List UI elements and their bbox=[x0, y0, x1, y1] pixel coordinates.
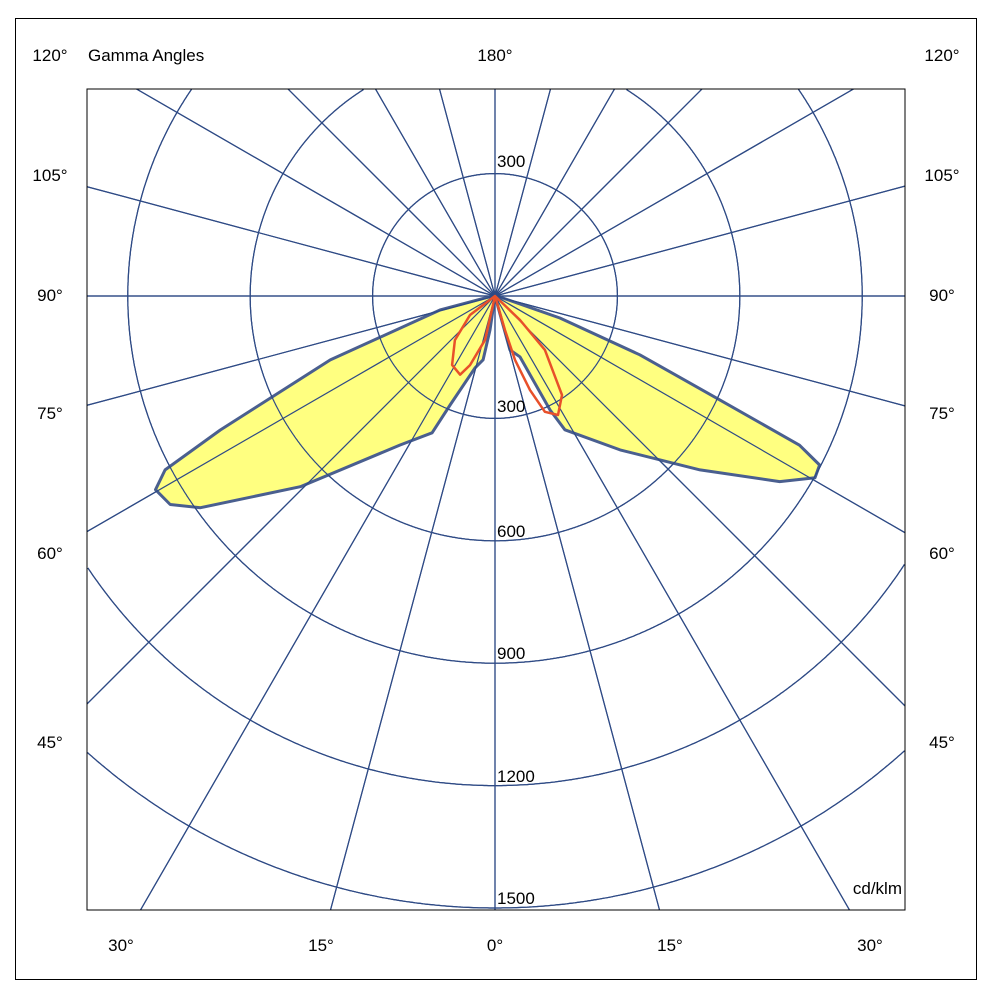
grid-radial-line bbox=[494, 89, 552, 297]
grid-radial-line bbox=[494, 295, 905, 707]
grid-radial-line bbox=[87, 186, 496, 297]
grid-radial-line bbox=[87, 295, 496, 406]
angle-label: 105° bbox=[32, 166, 67, 185]
grid-radial-line bbox=[438, 89, 496, 297]
grid-radial-line bbox=[87, 295, 496, 533]
angle-label: 120° bbox=[32, 46, 67, 65]
bottom-angle-labels: 30° 15° 0° 15° 30° bbox=[108, 936, 883, 955]
angle-label: 45° bbox=[37, 733, 63, 752]
grid-radial-line bbox=[329, 295, 496, 910]
grid-radial-line bbox=[494, 89, 703, 297]
radial-tick-label: 600 bbox=[497, 522, 525, 541]
unit-label: cd/klm bbox=[853, 879, 902, 898]
grid-circle bbox=[87, 564, 905, 787]
curves bbox=[87, 89, 905, 910]
angle-label: 30° bbox=[108, 936, 134, 955]
grid-circle bbox=[249, 89, 741, 542]
grid-radial-line bbox=[494, 89, 616, 297]
angle-label: 45° bbox=[929, 733, 955, 752]
angle-label: 90° bbox=[929, 286, 955, 305]
radial-tick-label: 900 bbox=[497, 644, 525, 663]
outer-frame bbox=[15, 18, 977, 980]
angle-label: 30° bbox=[857, 936, 883, 955]
grid-overlay bbox=[87, 89, 905, 910]
angle-label: 90° bbox=[37, 286, 63, 305]
grid-radial-line bbox=[494, 185, 905, 297]
grid-circle bbox=[127, 89, 863, 664]
angle-label: 60° bbox=[37, 544, 63, 563]
chart-title: Gamma Angles bbox=[88, 46, 204, 65]
grid-radial-line bbox=[494, 89, 854, 297]
angle-label: 75° bbox=[37, 404, 63, 423]
intensity-curve-c90-c270 bbox=[450, 294, 564, 417]
grid-radial-line bbox=[494, 295, 905, 534]
angle-label: 105° bbox=[924, 166, 959, 185]
radial-tick-label: 1500 bbox=[497, 889, 535, 908]
left-angle-labels: 120° 105° 90° 75° 60° 45° bbox=[32, 46, 67, 752]
radial-tick-label: 300 bbox=[497, 152, 525, 171]
grid-radial-line bbox=[494, 295, 851, 910]
grid-radial-line bbox=[287, 89, 496, 297]
grid-radial-line bbox=[374, 89, 496, 297]
grid-radial-line bbox=[139, 295, 496, 910]
grid-radial-line bbox=[136, 89, 496, 297]
grid-radial-line bbox=[87, 295, 496, 705]
right-angle-labels: 120° 105° 90° 75° 60° 45° bbox=[924, 46, 959, 752]
top-angle-label: 180° bbox=[477, 46, 512, 65]
grid-radial-line bbox=[494, 295, 661, 910]
angle-label: 60° bbox=[929, 544, 955, 563]
plot-area-border bbox=[86, 88, 906, 911]
grid-circle bbox=[87, 750, 905, 909]
angle-label: 15° bbox=[308, 936, 334, 955]
radial-tick-label: 300 bbox=[497, 397, 525, 416]
radial-tick-label: 1200 bbox=[497, 767, 535, 786]
angle-label: 75° bbox=[929, 404, 955, 423]
angle-label: 120° bbox=[924, 46, 959, 65]
angle-label: 0° bbox=[487, 936, 503, 955]
radial-tick-labels: 300 300 600 900 1200 1500 bbox=[497, 152, 535, 908]
angle-label: 15° bbox=[657, 936, 683, 955]
grid-radial-line bbox=[494, 295, 905, 407]
